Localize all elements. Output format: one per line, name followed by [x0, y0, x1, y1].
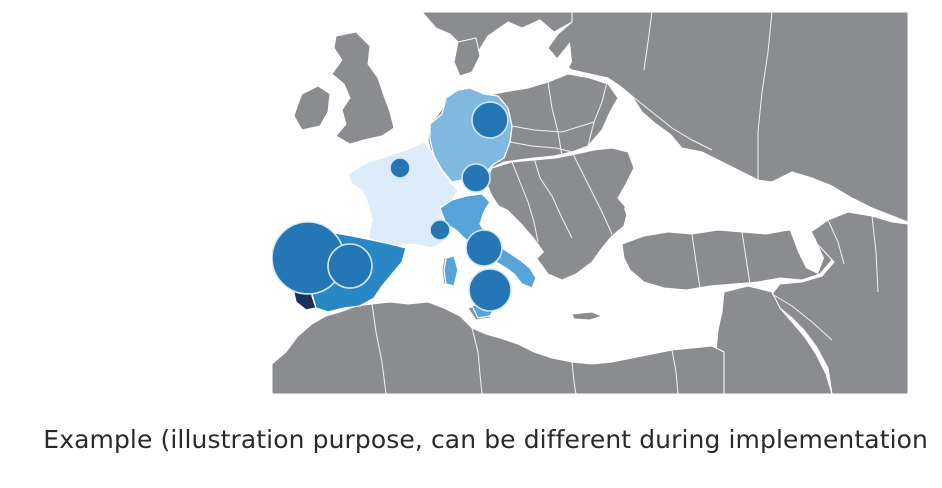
country-italy-sardinia[interactable]: [443, 255, 459, 287]
bubble-germany-north[interactable]: [471, 101, 509, 139]
land-ireland: [293, 85, 331, 131]
seas-group: [482, 42, 824, 274]
land-levant: [715, 285, 833, 394]
sea-adriatic: [494, 204, 544, 258]
bubble-france[interactable]: [389, 157, 411, 179]
bubble-spain[interactable]: [327, 243, 373, 289]
land-turkey: [621, 229, 833, 291]
borders-group: [371, 12, 879, 394]
bubble-italy-south[interactable]: [468, 268, 512, 312]
sea-black-sea: [624, 182, 760, 230]
bubbles-group: [272, 101, 512, 312]
land-great-britain: [331, 31, 395, 145]
land-denmark: [453, 37, 481, 77]
bubble-mediterranean[interactable]: [429, 219, 451, 241]
sea-baltic: [482, 42, 572, 88]
bubble-italy-center[interactable]: [465, 229, 503, 267]
bubble-germany-south[interactable]: [461, 163, 491, 193]
sea-caspian: [784, 178, 824, 274]
land-crete: [571, 311, 603, 321]
europe-map[interactable]: [272, 12, 908, 394]
land-north-africa: [272, 301, 725, 394]
map-svg: [272, 12, 908, 394]
caption-text: Example (illustration purpose, can be di…: [43, 425, 928, 454]
